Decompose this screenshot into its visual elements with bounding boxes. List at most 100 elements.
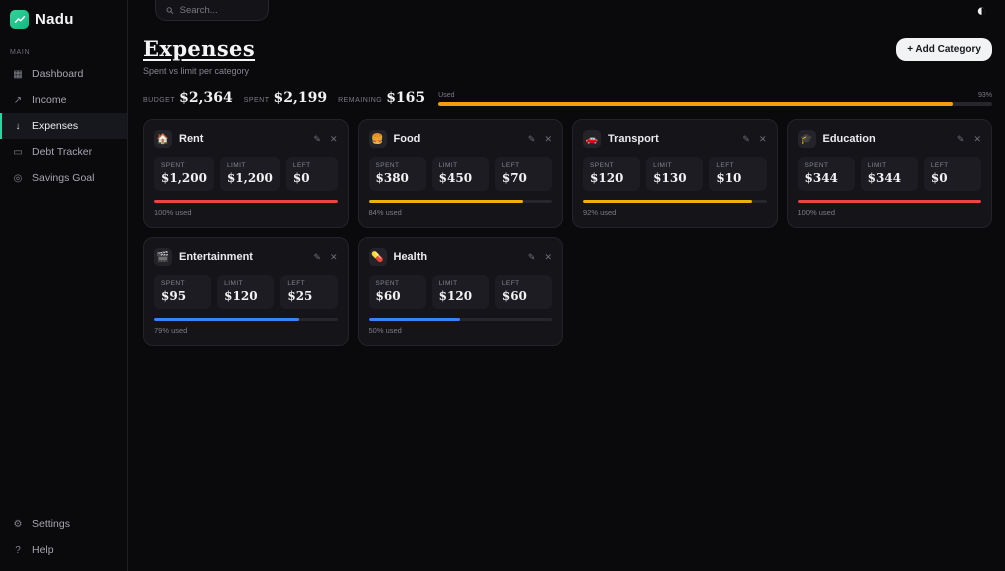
- sidebar-item-label: Income: [32, 94, 67, 106]
- edit-icon[interactable]: ✎: [527, 133, 536, 144]
- stat-spent-label: SPENT: [161, 280, 185, 287]
- stat-left-label: LEFT: [501, 162, 520, 169]
- stat-spent-label: SPENT: [161, 162, 185, 169]
- sidebar-item-expenses[interactable]: ↓ Expenses: [0, 113, 127, 139]
- stat-left-value: $25: [287, 289, 313, 303]
- remaining-value: $165: [386, 90, 426, 106]
- sidebar-item-label: Help: [32, 544, 54, 556]
- category-progress-fill: [368, 200, 523, 203]
- page-header-text: Expenses Spent vs limit per category: [143, 36, 255, 76]
- sidebar-item-label: Debt Tracker: [32, 146, 93, 158]
- stat-spent: SPENT $60: [368, 275, 426, 309]
- gear-icon: ⚙: [13, 518, 23, 530]
- category-used-text: 100% used: [797, 208, 836, 217]
- edit-icon[interactable]: ✎: [313, 133, 321, 144]
- stat-left-value: $70: [501, 171, 527, 185]
- add-category-button[interactable]: + Add Category: [896, 38, 992, 61]
- sidebar-item-settings[interactable]: ⚙ Settings: [0, 511, 127, 537]
- category-card-actions: ✎ ✕: [527, 251, 552, 262]
- stat-limit-label: LIMIT: [867, 162, 887, 169]
- stat-limit: LIMIT $120: [431, 275, 489, 309]
- theme-toggle-button[interactable]: ◐: [972, 1, 991, 20]
- category-progress-fill: [583, 200, 752, 203]
- stat-left-value: $0: [930, 171, 948, 185]
- stat-limit-value: $344: [867, 171, 902, 185]
- category-card-actions: ✎ ✕: [956, 133, 981, 144]
- summary-remaining: REMAINING $165: [338, 90, 425, 106]
- sidebar-item-debt-tracker[interactable]: ▭ Debt Tracker: [0, 139, 127, 165]
- stat-left-value: $60: [501, 289, 527, 303]
- close-icon[interactable]: ✕: [758, 133, 767, 144]
- used-percent: 93%: [977, 92, 992, 99]
- logo-icon: [10, 10, 29, 29]
- sidebar-item-label: Dashboard: [32, 68, 84, 80]
- sidebar-item-label: Savings Goal: [32, 172, 95, 184]
- category-stats: SPENT $344 LIMIT $344 LEFT $0: [797, 157, 982, 191]
- category-used-text: 79% used: [154, 326, 188, 335]
- category-card-header: 💊 Health ✎ ✕: [368, 248, 552, 266]
- close-icon[interactable]: ✕: [544, 133, 552, 144]
- category-progress-track: [583, 200, 767, 203]
- category-stats: SPENT $95 LIMIT $120 LEFT $25: [154, 275, 338, 309]
- category-name: Food: [393, 133, 421, 145]
- edit-icon[interactable]: ✎: [313, 251, 321, 262]
- stat-limit: LIMIT $1,200: [219, 157, 280, 191]
- pill-icon: 💊: [368, 248, 387, 266]
- stat-spent: SPENT $95: [154, 275, 212, 309]
- category-card-header: 🎓 Education ✎ ✕: [797, 130, 981, 148]
- edit-icon[interactable]: ✎: [956, 133, 965, 144]
- stat-spent-value: $120: [590, 171, 624, 185]
- stat-spent-value: $344: [804, 171, 838, 185]
- category-progress-track: [368, 318, 552, 321]
- stat-spent-label: SPENT: [375, 162, 400, 169]
- category-card-header: 🍔 Food ✎ ✕: [368, 130, 552, 148]
- category-card: 🎓 Education ✎ ✕ SPENT $344 LIMIT $344 LE…: [786, 119, 992, 228]
- sidebar-item-income[interactable]: ↗ Income: [0, 87, 127, 113]
- search-input[interactable]: [179, 4, 258, 16]
- sidebar-item-label: Expenses: [32, 120, 79, 132]
- used-label: Used: [438, 92, 455, 99]
- topbar: ◐: [143, 0, 992, 26]
- category-progress-fill: [797, 200, 981, 203]
- stat-limit-value: $120: [224, 289, 258, 303]
- stat-left: LEFT $25: [280, 275, 338, 309]
- stat-spent-value: $380: [375, 171, 409, 185]
- category-name: Rent: [179, 133, 204, 145]
- category-progress-fill: [154, 318, 299, 321]
- search-box[interactable]: [155, 0, 269, 21]
- sidebar-item-savings-goal[interactable]: ◎ Savings Goal: [0, 165, 127, 191]
- page-header: Expenses Spent vs limit per category + A…: [143, 36, 992, 76]
- category-progress-fill: [368, 318, 461, 321]
- stat-left-label: LEFT: [930, 162, 949, 169]
- close-icon[interactable]: ✕: [973, 133, 981, 144]
- category-progress-fill: [154, 200, 338, 203]
- stat-limit-label: LIMIT: [224, 280, 244, 287]
- stat-left: LEFT $0: [285, 157, 338, 191]
- stat-spent: SPENT $344: [797, 157, 855, 191]
- expenses-arrow-icon: ↓: [15, 120, 21, 132]
- close-icon[interactable]: ✕: [329, 251, 338, 262]
- stat-limit-label: LIMIT: [438, 280, 458, 287]
- budget-label: BUDGET: [143, 97, 176, 104]
- summary-row: BUDGET $2,364 SPENT $2,199 REMAINING $16…: [143, 90, 992, 106]
- sidebar-item-help[interactable]: ? Help: [0, 537, 127, 563]
- sidebar-nav: ▦ Dashboard ↗ Income ↓ Expenses ▭ Debt T…: [0, 61, 127, 191]
- stat-left-value: $0: [292, 171, 310, 185]
- category-card-actions: ✎ ✕: [742, 133, 767, 144]
- stat-limit-value: $130: [653, 171, 687, 185]
- edit-icon[interactable]: ✎: [527, 251, 536, 262]
- sidebar-item-dashboard[interactable]: ▦ Dashboard: [0, 61, 127, 87]
- stat-left-label: LEFT: [716, 162, 735, 169]
- close-icon[interactable]: ✕: [544, 251, 552, 262]
- stat-spent-value: $60: [375, 289, 401, 303]
- category-progress-track: [797, 200, 981, 203]
- stat-spent-label: SPENT: [804, 162, 829, 169]
- close-icon[interactable]: ✕: [329, 133, 338, 144]
- stat-left-value: $10: [716, 171, 742, 185]
- category-card-header: 🚗 Transport ✎ ✕: [583, 130, 767, 148]
- dashboard-grid-icon: ▦: [13, 68, 23, 80]
- savings-target-icon: ◎: [13, 172, 23, 184]
- stat-left: LEFT $70: [494, 157, 553, 191]
- page-subtitle: Spent vs limit per category: [143, 66, 250, 76]
- edit-icon[interactable]: ✎: [742, 133, 750, 144]
